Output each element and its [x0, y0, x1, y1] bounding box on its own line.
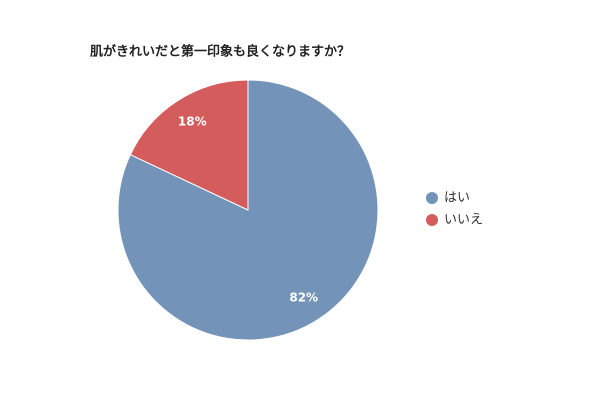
- slice-label: 82%: [289, 290, 318, 304]
- chart-title: 肌がきれいだと第一印象も良くなりますか？: [90, 44, 350, 60]
- legend-marker: [426, 192, 438, 204]
- slice-label: 18%: [178, 115, 207, 129]
- pie-slice: [117, 79, 379, 341]
- pie-slice: [129, 79, 249, 211]
- legend-label: いいえ: [444, 213, 483, 228]
- legend-marker: [426, 214, 438, 226]
- legend-label: はい: [444, 191, 470, 206]
